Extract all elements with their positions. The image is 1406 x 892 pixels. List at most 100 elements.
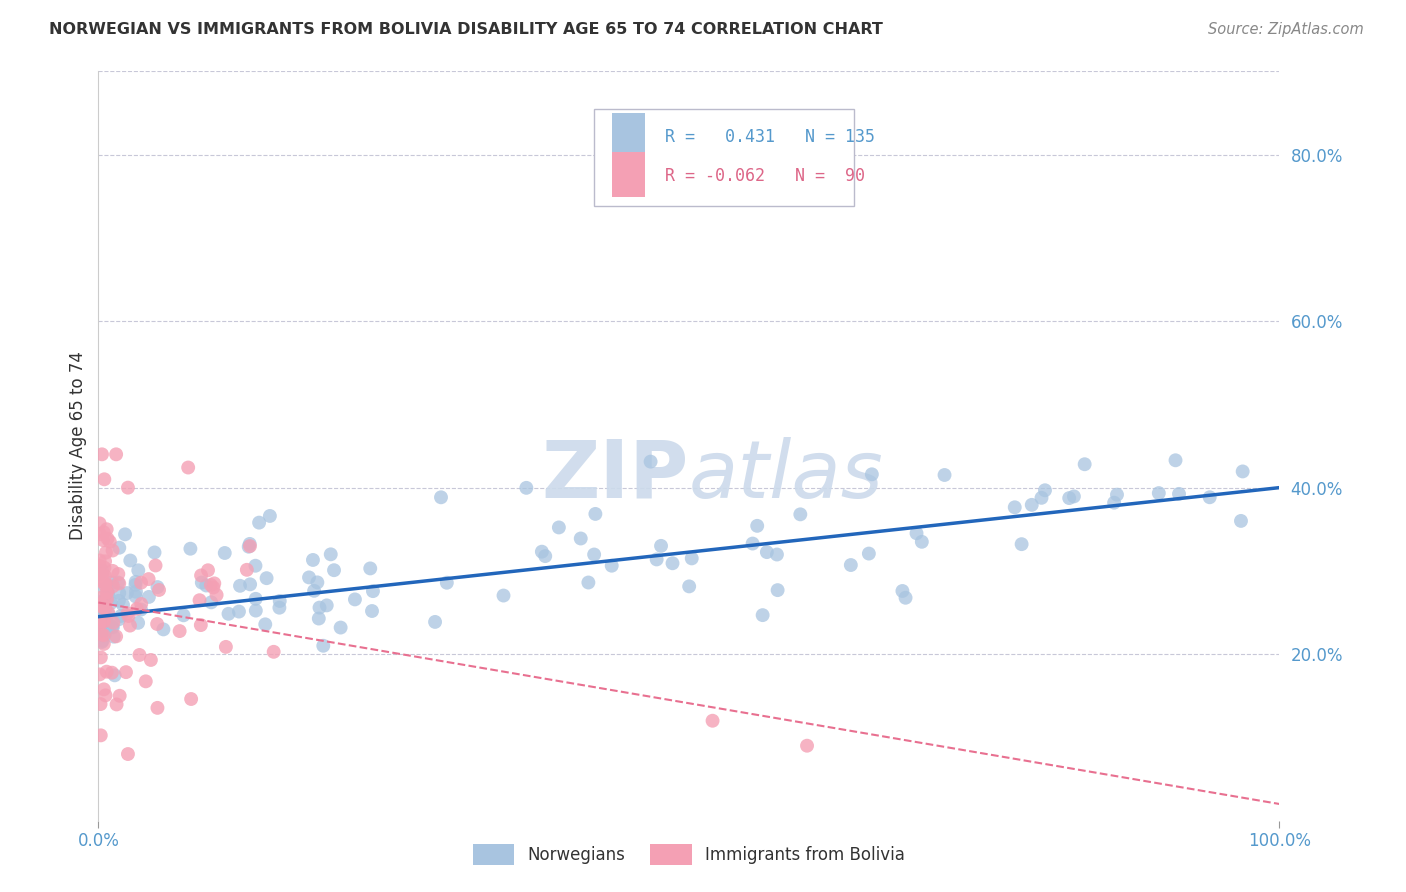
Point xyxy=(145,558,167,573)
Point xyxy=(124,578,146,592)
Point xyxy=(89,553,111,567)
Point xyxy=(197,563,219,577)
Point xyxy=(89,591,111,606)
Point xyxy=(101,564,124,578)
Point xyxy=(218,607,240,621)
Point xyxy=(89,595,111,609)
Point xyxy=(312,639,335,653)
Point xyxy=(94,602,117,616)
Point xyxy=(97,618,120,632)
Point xyxy=(766,548,789,562)
Point xyxy=(359,561,381,575)
Point xyxy=(576,575,599,590)
Point xyxy=(94,599,117,614)
Point xyxy=(97,605,120,619)
Point xyxy=(129,602,152,616)
Point xyxy=(96,522,118,536)
Point xyxy=(534,549,557,563)
Point xyxy=(111,598,134,612)
Point xyxy=(128,648,150,662)
Point xyxy=(89,613,111,627)
Point xyxy=(108,594,131,608)
Point xyxy=(94,627,117,641)
Point xyxy=(308,600,330,615)
Point xyxy=(101,543,124,558)
Point xyxy=(108,612,131,626)
Point xyxy=(191,575,214,590)
Point xyxy=(177,460,200,475)
Point xyxy=(89,615,111,629)
Point xyxy=(1105,488,1128,502)
Point xyxy=(104,668,127,682)
Point xyxy=(94,582,117,596)
Point xyxy=(238,540,260,554)
Point xyxy=(148,582,170,597)
Point xyxy=(101,620,124,634)
Point xyxy=(90,650,112,665)
Point xyxy=(152,623,174,637)
Point xyxy=(146,580,169,594)
Point xyxy=(94,569,117,583)
Point xyxy=(97,607,120,621)
Point xyxy=(93,637,115,651)
Point xyxy=(93,628,115,642)
Point xyxy=(89,558,111,573)
Point xyxy=(93,561,115,575)
Point xyxy=(245,558,267,573)
Point xyxy=(146,617,169,632)
Point xyxy=(100,596,122,610)
Point xyxy=(245,591,267,606)
Point xyxy=(115,586,138,600)
Point xyxy=(891,584,914,599)
Point xyxy=(228,605,250,619)
Point xyxy=(117,609,139,624)
Point xyxy=(766,583,789,598)
Point xyxy=(315,599,337,613)
Point xyxy=(117,481,139,495)
Point xyxy=(214,546,236,560)
Point xyxy=(755,545,778,559)
Point xyxy=(93,472,115,486)
Point xyxy=(96,585,118,599)
Point xyxy=(319,547,342,561)
Point xyxy=(583,548,606,562)
Point xyxy=(89,516,111,531)
Point xyxy=(91,567,114,582)
Point xyxy=(108,586,131,600)
Point xyxy=(180,692,202,706)
Point xyxy=(89,616,111,631)
Point xyxy=(1033,483,1056,498)
Point xyxy=(97,587,120,601)
Point xyxy=(90,635,112,649)
Point xyxy=(90,625,112,640)
Point xyxy=(1164,453,1187,467)
Point xyxy=(98,534,121,549)
Point xyxy=(91,447,114,461)
Point xyxy=(94,578,117,592)
Point xyxy=(93,525,115,540)
Point xyxy=(702,714,724,728)
Point xyxy=(1147,486,1170,500)
Point xyxy=(101,620,124,634)
Point xyxy=(200,578,222,592)
Point xyxy=(302,583,325,598)
Point xyxy=(94,593,117,607)
Point xyxy=(263,645,285,659)
Point xyxy=(190,618,212,632)
Legend: Norwegians, Immigrants from Bolivia: Norwegians, Immigrants from Bolivia xyxy=(472,845,905,864)
Point xyxy=(125,584,148,599)
Text: atlas: atlas xyxy=(689,437,884,515)
Point xyxy=(93,599,115,614)
Point xyxy=(254,617,277,632)
Point xyxy=(894,591,917,605)
Point xyxy=(661,556,683,570)
Point xyxy=(89,598,111,612)
Point xyxy=(97,584,120,599)
Point xyxy=(245,604,267,618)
Point xyxy=(307,575,329,590)
Point xyxy=(93,615,115,629)
Point xyxy=(256,571,278,585)
Point xyxy=(107,575,129,590)
Point xyxy=(423,615,446,629)
Point xyxy=(97,579,120,593)
